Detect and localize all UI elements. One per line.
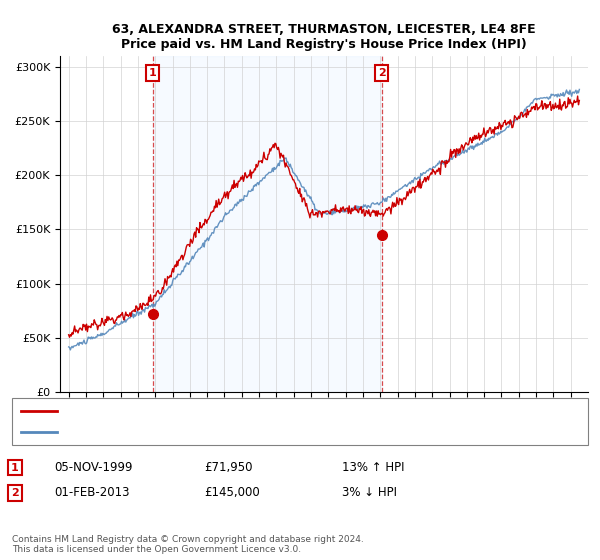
Text: 13% ↑ HPI: 13% ↑ HPI xyxy=(342,461,404,474)
Text: 2: 2 xyxy=(11,488,19,498)
Bar xyxy=(152,56,382,392)
Text: 63, ALEXANDRA STREET, THURMASTON, LEICESTER, LE4 8FE (semi-detached house): 63, ALEXANDRA STREET, THURMASTON, LEICES… xyxy=(63,406,502,416)
Text: 3% ↓ HPI: 3% ↓ HPI xyxy=(342,486,397,500)
Text: £71,950: £71,950 xyxy=(204,461,253,474)
Text: 05-NOV-1999: 05-NOV-1999 xyxy=(54,461,133,474)
Text: £145,000: £145,000 xyxy=(204,486,260,500)
Text: 01-FEB-2013: 01-FEB-2013 xyxy=(54,486,130,500)
Title: 63, ALEXANDRA STREET, THURMASTON, LEICESTER, LE4 8FE
Price paid vs. HM Land Regi: 63, ALEXANDRA STREET, THURMASTON, LEICES… xyxy=(112,22,536,50)
Text: 1: 1 xyxy=(149,68,157,78)
Text: 2: 2 xyxy=(378,68,386,78)
Text: HPI: Average price, semi-detached house, Charnwood: HPI: Average price, semi-detached house,… xyxy=(63,427,344,437)
Text: 1: 1 xyxy=(11,463,19,473)
Text: Contains HM Land Registry data © Crown copyright and database right 2024.
This d: Contains HM Land Registry data © Crown c… xyxy=(12,535,364,554)
